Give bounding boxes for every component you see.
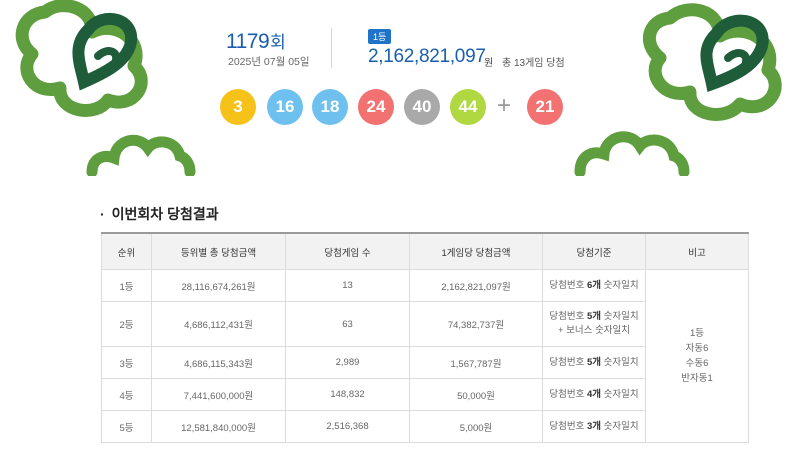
remark-line: 수동6: [685, 358, 709, 369]
winning-games-cell: 63: [285, 301, 410, 347]
total-prize-cell: 4,686,112,431원: [151, 301, 286, 347]
table-row: 5등 12,581,840,000원 2,516,368 5,000원 당첨번호…: [101, 410, 749, 443]
round-number-value: 1179: [226, 30, 270, 53]
section-title-text: 이번회차 당첨결과: [111, 206, 219, 222]
criteria-suffix: 숫자일치: [601, 388, 639, 400]
first-prize-games: 총 13게임 당첨: [502, 58, 565, 69]
draw-date: 2025년 07월 05일: [228, 56, 310, 68]
rank-cell: 2등: [101, 301, 152, 347]
cloud-decoration-left-icon: [86, 134, 196, 176]
criteria-suffix: 숫자일치: [601, 420, 639, 432]
table-row: 1등 28,116,674,261원 13 2,162,821,097원 당첨번…: [101, 269, 749, 443]
criteria-prefix: 당첨번호: [549, 388, 587, 400]
prize-per-game-cell: 5,000원: [409, 410, 543, 443]
criteria-bonus-line: + 보너스 숫자일치: [557, 325, 630, 336]
criteria-count: 3개: [586, 420, 602, 432]
prize-per-game-cell: 2,162,821,097원: [409, 269, 543, 302]
criteria-prefix: 당첨번호: [549, 279, 587, 291]
bonus-number-ball: 21: [527, 89, 563, 125]
winning-number-ball: 24: [358, 89, 394, 125]
results-table: 순위 등위별 총 당첨금액 당첨게임 수 1게임당 당첨금액 당첨기준 비고 1…: [101, 232, 749, 443]
winning-games-cell: 148,832: [285, 378, 410, 411]
prize-per-game-cell: 1,567,787원: [409, 346, 543, 379]
header-divider: [331, 28, 332, 68]
winning-number-ball: 18: [312, 89, 348, 125]
header-total-prize: 등위별 총 당첨금액: [151, 233, 286, 270]
total-prize-cell: 28,116,674,261원: [151, 269, 286, 302]
plus-sign: +: [497, 92, 512, 119]
winning-games-cell: 2,989: [285, 346, 410, 379]
clover-logo-left-icon: [15, 0, 148, 117]
criteria-count: 6개: [586, 279, 602, 291]
prize-per-game-cell: 74,382,737원: [409, 301, 543, 347]
criteria-prefix: 당첨번호: [549, 311, 587, 322]
round-number: 1179회: [226, 28, 286, 54]
first-prize-badge: 1등: [368, 29, 392, 44]
criteria-cell: 당첨번호 5개 숫자일치: [542, 346, 646, 379]
winning-number-ball: 3: [220, 89, 256, 125]
section-bullet: ·: [100, 206, 105, 222]
criteria-cell: 당첨번호 3개 숫자일치: [542, 410, 646, 443]
round-suffix: 회: [270, 33, 286, 52]
remark-line: 자동6: [685, 343, 709, 354]
remarks-cell: 1등 자동6 수동6 반자동1: [645, 269, 749, 443]
header-winning-games: 당첨게임 수: [285, 233, 410, 270]
remark-line: 반자동1: [681, 373, 713, 384]
winning-number-ball: 40: [404, 89, 440, 125]
prize-per-game-cell: 50,000원: [409, 378, 543, 411]
criteria-prefix: 당첨번호: [549, 356, 587, 368]
clover-logo-right-icon: [643, 3, 782, 121]
winning-number-ball: 44: [450, 89, 486, 125]
total-prize-cell: 12,581,840,000원: [151, 410, 286, 443]
first-prize-unit: 원: [484, 58, 494, 69]
criteria-cell: 당첨번호 4개 숫자일치: [542, 378, 646, 411]
criteria-prefix: 당첨번호: [549, 420, 587, 432]
criteria-cell: 당첨번호 6개 숫자일치: [542, 269, 646, 302]
rank-cell: 3등: [101, 346, 152, 379]
winning-games-cell: 13: [285, 269, 410, 302]
criteria-suffix: 숫자일치: [601, 311, 639, 322]
criteria-count: 4개: [586, 388, 602, 400]
header-criteria: 당첨기준: [542, 233, 646, 270]
criteria-suffix: 숫자일치: [601, 279, 639, 291]
header-prize-per-game: 1게임당 당첨금액: [409, 233, 543, 270]
winning-games-cell: 2,516,368: [285, 410, 410, 443]
rank-cell: 4등: [101, 378, 152, 411]
cloud-decoration-right-icon: [574, 131, 690, 176]
criteria-cell: 당첨번호 5개 숫자일치 + 보너스 숫자일치: [542, 301, 646, 347]
header-remarks: 비고: [645, 233, 749, 270]
table-header-row: 순위 등위별 총 당첨금액 당첨게임 수 1게임당 당첨금액 당첨기준 비고: [101, 233, 749, 270]
total-prize-cell: 4,686,115,343원: [151, 346, 286, 379]
table-row: 2등 4,686,112,431원 63 74,382,737원 당첨번호 5개…: [101, 301, 749, 347]
rank-cell: 5등: [101, 410, 152, 443]
criteria-count: 5개: [586, 356, 602, 368]
table-row: 4등 7,441,600,000원 148,832 50,000원 당첨번호 4…: [101, 378, 749, 411]
criteria-count: 5개: [586, 311, 602, 322]
remark-line: 1등: [689, 328, 705, 339]
section-title: · 이번회차 당첨결과: [100, 204, 219, 224]
rank-cell: 1등: [101, 269, 152, 302]
winning-number-ball: 16: [267, 89, 303, 125]
total-prize-cell: 7,441,600,000원: [151, 378, 286, 411]
table-row: 3등 4,686,115,343원 2,989 1,567,787원 당첨번호 …: [101, 346, 749, 379]
criteria-suffix: 숫자일치: [601, 356, 639, 368]
first-prize-amount: 2,162,821,097: [368, 46, 486, 67]
header-rank: 순위: [101, 233, 152, 270]
